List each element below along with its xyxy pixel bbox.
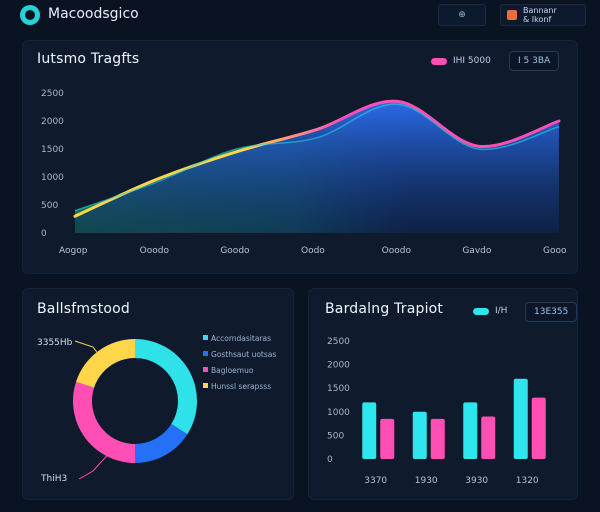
top-chart-series-2-line <box>73 99 561 218</box>
top-chart-x-tick: Ooodo <box>140 246 170 256</box>
donut-bottom-callout-line <box>78 448 114 480</box>
top-chart-y-tick: 0 <box>41 229 47 239</box>
bar <box>412 411 427 459</box>
bar <box>531 397 546 459</box>
header-right-line-1: Bannanr <box>523 6 557 15</box>
donut-slice <box>135 424 188 463</box>
bar-badge-text: 13E355 <box>534 307 569 317</box>
bar-chart-y-tick: 2000 <box>327 361 350 371</box>
donut-callouts: 3355Hb ThiH3 <box>37 338 114 484</box>
app-logo-icon[interactable] <box>18 3 42 27</box>
bar <box>463 402 478 459</box>
bar-chart-x-tick: 3370 <box>364 476 387 486</box>
donut-legend-swatch <box>203 351 208 356</box>
top-chart-y-tick: 1000 <box>41 173 64 183</box>
donut-legend-label: Accorndasitaras <box>211 334 271 343</box>
donut-legend-swatch <box>203 335 208 340</box>
bar-legend[interactable]: I/H <box>473 303 507 319</box>
app-title: Macoodsgico <box>48 6 139 22</box>
top-chart-y-axis: 0 500 1000 1500 2000 2500 <box>41 89 64 239</box>
bar-chart-x-tick: 1930 <box>415 476 438 486</box>
warning-icon <box>507 10 517 20</box>
donut-legend-label: Bagloemuo <box>211 366 254 375</box>
top-chart-x-tick: Oodo <box>301 246 325 256</box>
bar-panel: Bardalng Trapiot I/H 13E355 0 500 1000 1500… <box>308 288 578 500</box>
bar-chart-x-tick: 1320 <box>516 476 539 486</box>
bar <box>362 402 377 459</box>
bar-chart-y-tick: 2500 <box>327 337 350 347</box>
donut-legend: Accorndasitaras Gosthsaut uotsas Bagloemuo… <box>203 334 276 391</box>
top-chart-x-tick: Goodo <box>220 246 250 256</box>
bar-badge[interactable]: 13E355 <box>525 302 578 322</box>
top-chart-x-tick: Gooo <box>543 246 567 256</box>
top-area-chart: 0 500 1000 1500 2000 2500 Aogop Ooodo Goodo Oodo… <box>41 89 567 256</box>
donut-legend-swatch <box>203 383 208 388</box>
header-left-button[interactable]: ⊕ <box>438 4 486 26</box>
donut-title: Ballsfmstood <box>37 301 131 317</box>
bar-chart-y-tick: 1000 <box>327 408 350 418</box>
top-chart-series-2-area <box>75 101 559 233</box>
bar-chart-y-tick: 500 <box>327 431 344 441</box>
bar-chart-x-tick: 3930 <box>465 476 488 486</box>
bar-chart: 0 500 1000 1500 2000 2500 3370 1930 3930 1320 <box>327 337 546 486</box>
bar-legend-text: I/H <box>495 306 508 316</box>
top-chart-y-tick: 2000 <box>41 117 64 127</box>
bar-chart-x-axis: 3370 1930 3930 1320 <box>364 476 539 486</box>
top-chart-title: Iutsmo Tragfts <box>37 51 140 67</box>
donut-slice <box>135 339 197 435</box>
donut-legend-swatch <box>203 367 208 372</box>
bar-chart-y-tick: 1500 <box>327 384 350 394</box>
bar-chart-y-axis: 0 500 1000 1500 2000 2500 <box>327 337 350 465</box>
bar-chart-bars <box>362 378 546 459</box>
top-chart-x-axis: Aogop Ooodo Goodo Oodo Ooodo Gavdo Gooo <box>59 246 567 256</box>
bar <box>481 416 496 459</box>
top-chart-x-tick: Gavdo <box>462 246 492 256</box>
bar <box>380 418 395 459</box>
donut-left-callout-line <box>74 340 109 368</box>
top-chart-legend-swatch <box>431 57 447 65</box>
top-chart-y-tick: 1500 <box>41 145 64 155</box>
bar <box>513 378 528 459</box>
bar-legend-swatch <box>473 307 489 315</box>
header-right-line-2: & Ikonf <box>523 15 552 24</box>
donut-panel: Ballsfmstood 3355Hb ThiH3 Accorndasitara… <box>22 288 294 500</box>
top-chart-y-tick: 500 <box>41 201 58 211</box>
top-chart-legend-text: IHI 5000 <box>453 56 491 66</box>
donut-legend-label: Gosthsaut uotsas <box>211 350 276 359</box>
top-chart-panel: Iutsmo Tragfts IHI 5000 I 5 3BA 0 <box>22 40 578 274</box>
top-chart-series-1-line <box>74 103 560 212</box>
bar-title: Bardalng Trapiot <box>325 301 444 317</box>
top-chart-badge[interactable]: I 5 3BA <box>509 51 560 71</box>
bar <box>430 418 445 459</box>
header-right-text: Bannanr & Ikonf <box>523 6 557 24</box>
top-chart-x-tick: Ooodo <box>382 246 412 256</box>
top-chart-x-tick: Aogop <box>59 246 88 256</box>
bar-chart-y-tick: 0 <box>327 455 333 465</box>
donut-slice <box>72 381 135 463</box>
donut-left-callout: 3355Hb <box>37 338 73 348</box>
header-right-button[interactable]: Bannanr & Ikonf <box>500 4 586 26</box>
top-chart-y-tick: 2500 <box>41 89 64 99</box>
top-chart-badge-text: I 5 3BA <box>518 56 551 66</box>
top-bar: Macoodsgico ⊕ Bannanr & Ikonf <box>0 0 600 30</box>
top-chart-legend[interactable]: IHI 5000 <box>431 53 491 69</box>
donut-slices <box>72 339 197 463</box>
header-left-icon: ⊕ <box>458 10 466 20</box>
donut-legend-label: Hunssl serapsss <box>211 382 271 391</box>
donut-chart: 3355Hb ThiH3 Accorndasitaras Gosthsaut uo… <box>37 334 276 484</box>
donut-bottom-callout: ThiH3 <box>40 474 67 484</box>
